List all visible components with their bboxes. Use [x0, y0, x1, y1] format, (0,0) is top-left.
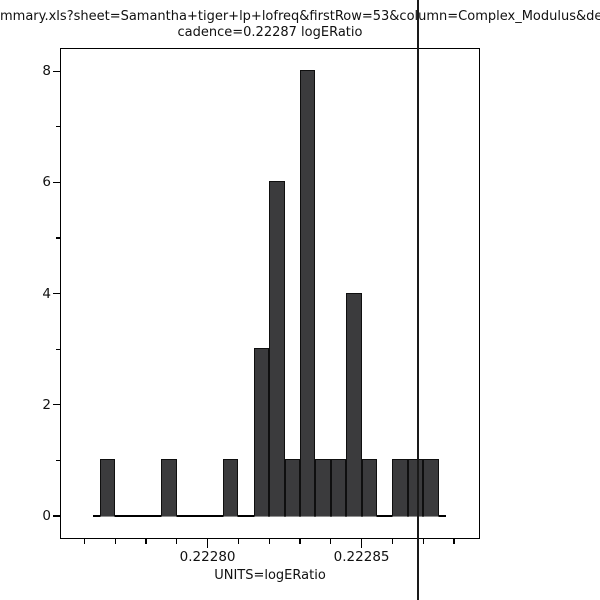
histogram-bar [392, 459, 408, 518]
cadence-marker-line [417, 0, 419, 600]
y-minor-tick [55, 126, 60, 128]
x-minor-tick [237, 539, 240, 544]
x-minor-tick [114, 539, 116, 544]
y-major-tick [52, 292, 60, 295]
histogram-bar [99, 459, 116, 518]
histogram-bar [223, 459, 239, 518]
x-major-tick [360, 539, 363, 548]
histogram-bar [361, 459, 377, 518]
histogram-bar [330, 459, 347, 518]
y-tick-label: 0 [42, 508, 51, 524]
chart-title-url: mmary.xls?sheet=Samantha+tiger+lp+lofreq… [0, 9, 600, 24]
y-tick-label: 2 [42, 396, 51, 413]
chart-title-cadence: cadence=0.22287 logERatio [177, 25, 363, 40]
x-minor-tick [145, 539, 147, 544]
histogram-bar [161, 459, 177, 518]
x-minor-tick [391, 539, 394, 544]
x-minor-tick [453, 539, 455, 544]
x-minor-tick [299, 539, 301, 544]
x-tick-label: 0.22280 [179, 549, 236, 565]
histogram-bar [300, 70, 316, 518]
y-tick-label: 4 [42, 285, 51, 302]
y-minor-tick [55, 348, 60, 350]
x-minor-tick [422, 539, 424, 544]
x-axis-title: UNITS=logERatio [214, 568, 326, 583]
y-major-tick [52, 70, 60, 72]
y-major-tick [52, 515, 60, 517]
y-major-tick [52, 181, 60, 184]
y-major-tick [52, 404, 60, 406]
x-major-tick [206, 539, 209, 548]
histogram-bar [407, 459, 424, 518]
histogram-bar [315, 459, 331, 518]
x-minor-tick [83, 539, 86, 544]
y-minor-tick [55, 459, 60, 462]
histogram-bar [423, 459, 439, 518]
y-minor-tick [55, 237, 60, 239]
x-minor-tick [330, 539, 332, 544]
y-tick-label: 8 [42, 63, 51, 80]
x-tick-label: 0.22285 [333, 549, 390, 565]
x-minor-tick [268, 539, 270, 544]
histogram-bar [346, 292, 362, 518]
histogram-bar [284, 459, 300, 518]
y-tick-label: 6 [42, 174, 51, 191]
histogram-bar [253, 348, 270, 518]
x-minor-tick [176, 539, 178, 544]
histogram-bar [269, 181, 285, 518]
